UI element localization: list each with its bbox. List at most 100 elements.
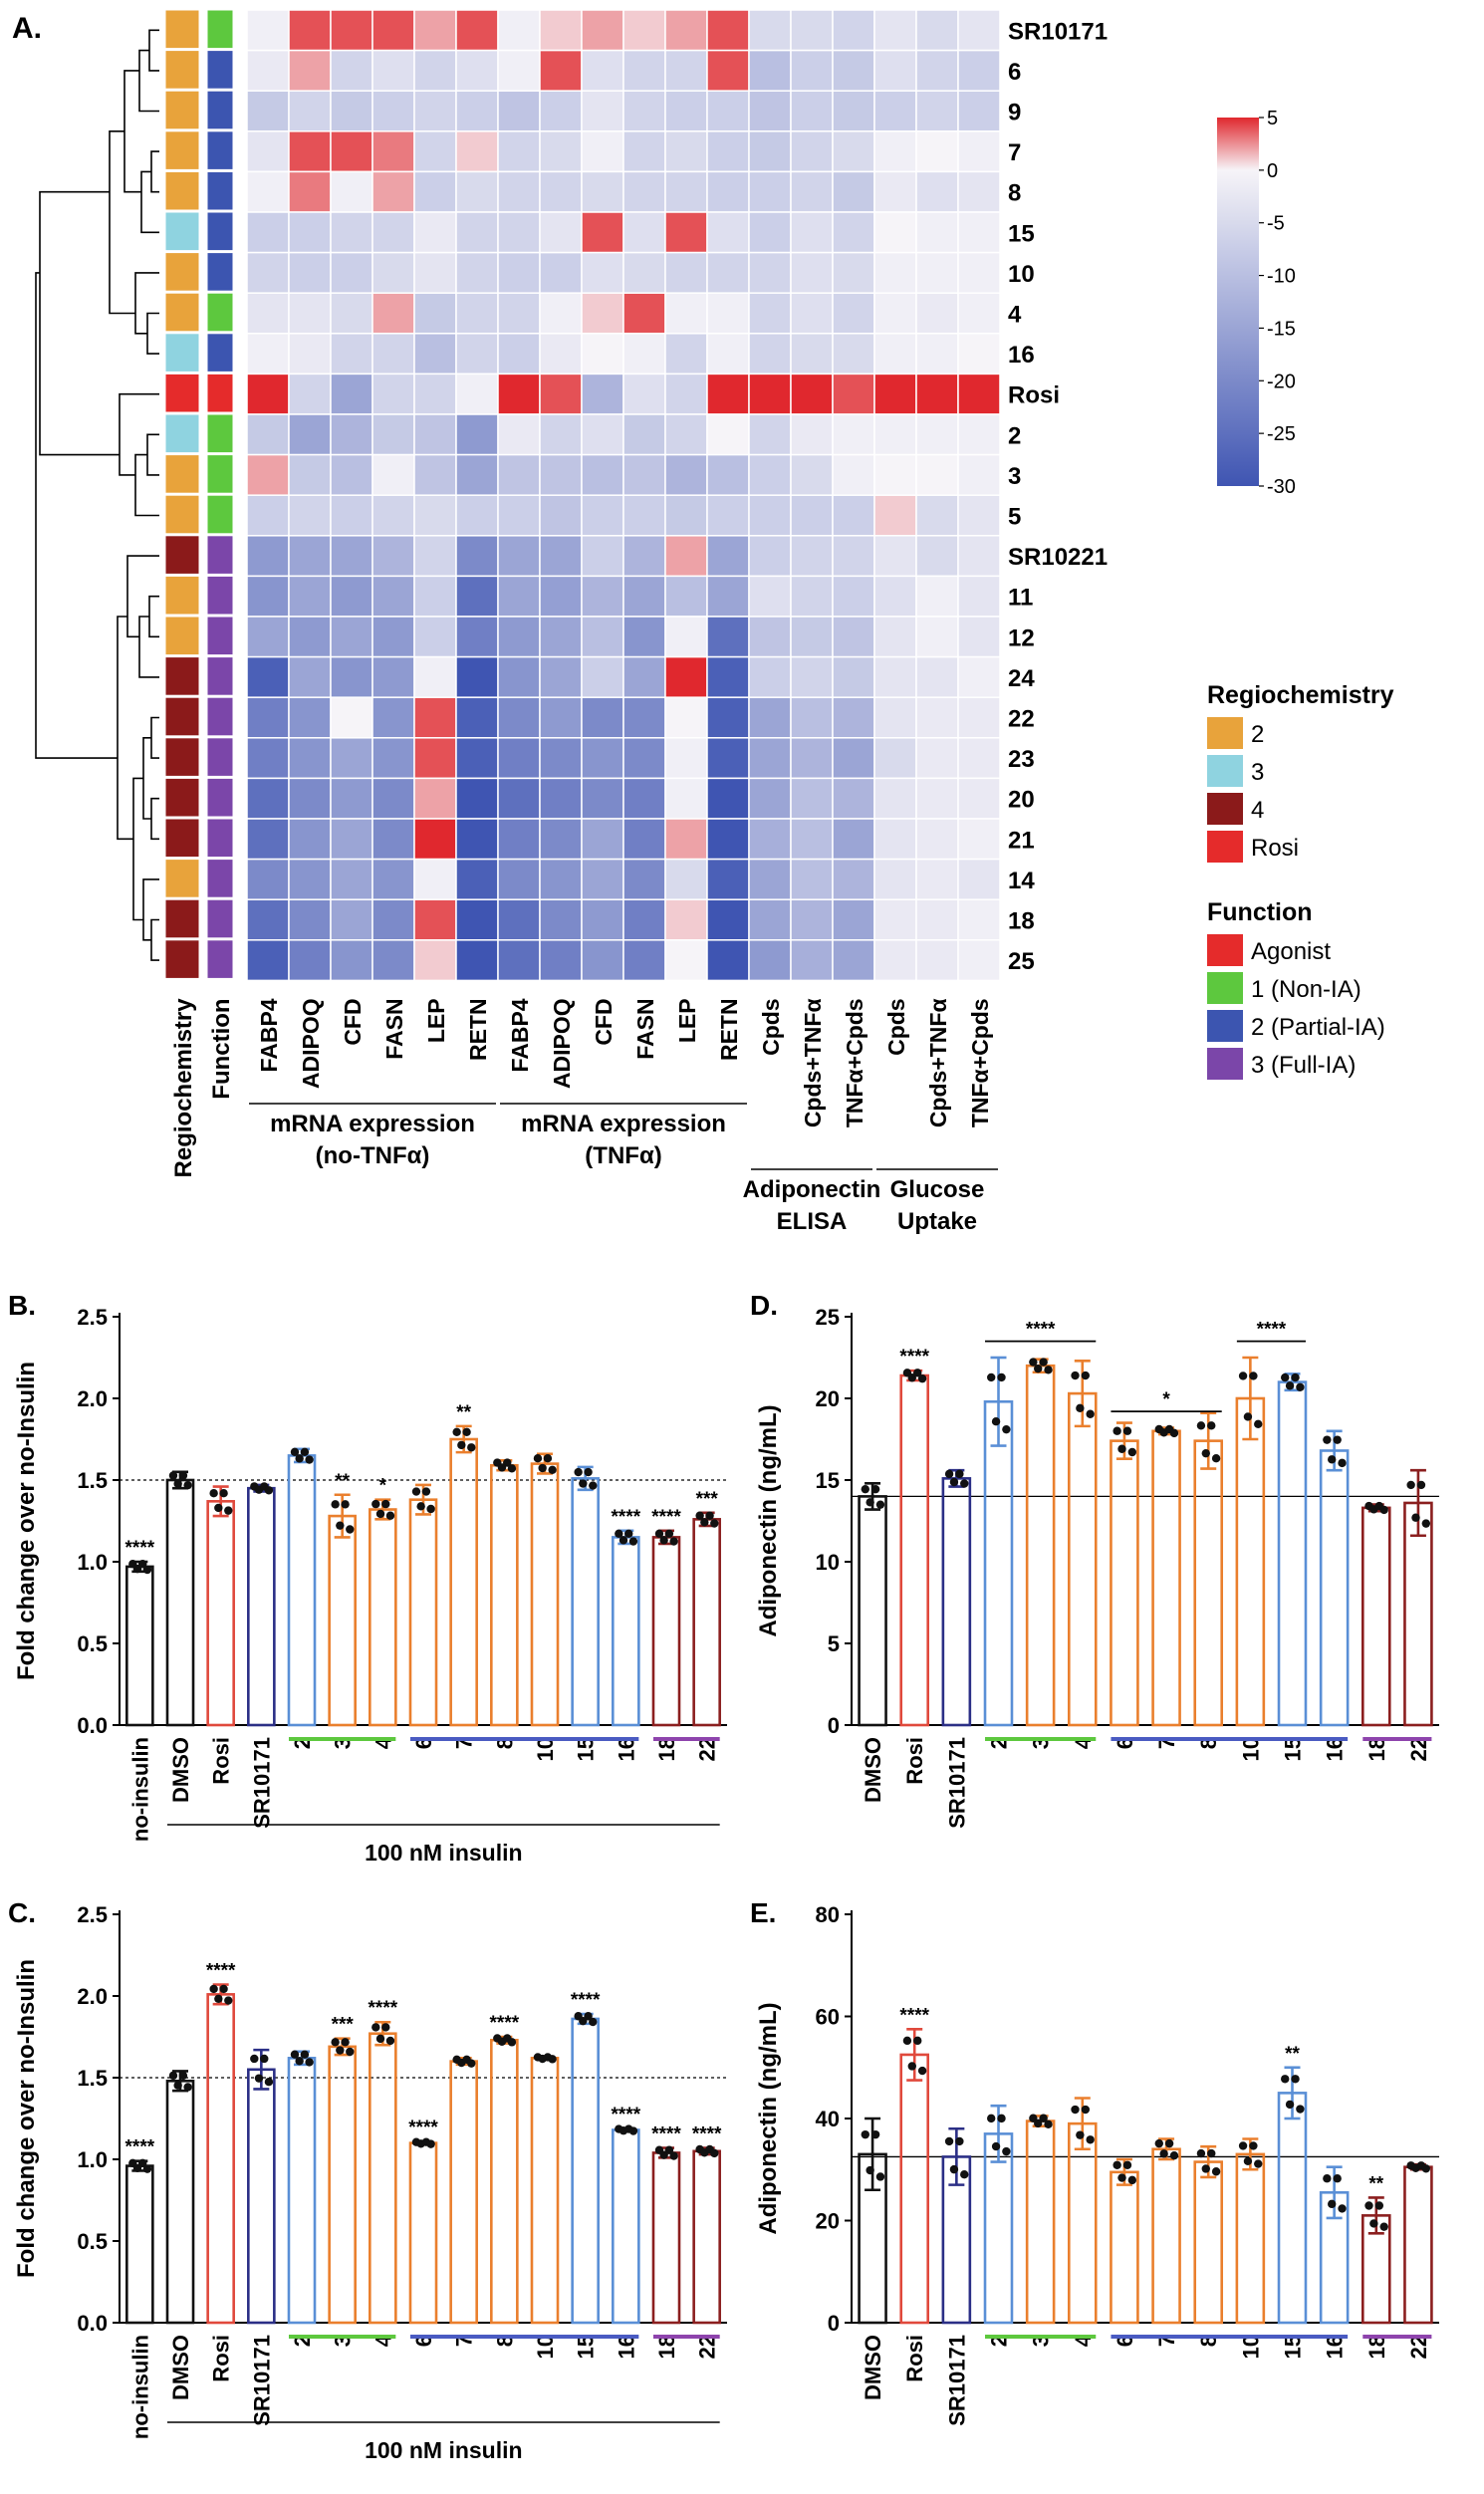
heatmap-cell (622, 696, 666, 739)
bar-18 (1360, 1506, 1391, 1727)
heatmap-cell (581, 211, 624, 254)
data-point (1249, 2141, 1258, 2150)
legend-swatch (1207, 831, 1243, 863)
heatmap-cell (915, 616, 959, 658)
heatmap-cell (330, 373, 373, 415)
heatmap-cell (413, 170, 457, 213)
regiochemistry-cell (164, 9, 200, 50)
heatmap-cell (915, 777, 959, 820)
heatmap-cell (832, 211, 875, 254)
bar-22 (1403, 2165, 1433, 2325)
data-point (628, 2126, 638, 2135)
heatmap-cell (706, 333, 750, 375)
heatmap-cell (748, 575, 792, 618)
data-point (1002, 2146, 1011, 2156)
heatmap-cell (330, 898, 373, 941)
heatmap-cell (371, 575, 415, 618)
heatmap-cell (622, 90, 666, 132)
data-point (1291, 1372, 1300, 1382)
heatmap-cell (371, 696, 415, 739)
heatmap-cell (288, 655, 332, 698)
heatmap-cell (288, 453, 332, 496)
heatmap-cell (957, 170, 1001, 213)
heatmap-cell (873, 251, 917, 294)
heatmap-cell (539, 333, 583, 375)
category-label-sr10171: SR10171 (249, 2335, 274, 2426)
data-point (1421, 2164, 1431, 2173)
heatmap-cell (790, 939, 834, 982)
heatmap-cell (288, 373, 332, 415)
heatmap-cell (957, 9, 1001, 52)
dendrogram-branch (150, 918, 159, 961)
row-label-24: 24 (1008, 665, 1035, 692)
heatmap-cell (330, 575, 373, 618)
bar-4 (1067, 2121, 1098, 2325)
y-tick-label: 0.5 (77, 1631, 108, 1656)
function-cell (206, 818, 234, 859)
data-point (331, 2038, 340, 2047)
function-cell (206, 939, 234, 979)
y-tick-label: 2.0 (77, 1386, 108, 1411)
heatmap-cell (497, 211, 541, 254)
heatmap-cell (413, 737, 457, 780)
heatmap-cell (622, 292, 666, 335)
significance-bracket-label: * (1162, 1389, 1170, 1410)
function-cell (206, 696, 234, 737)
function-cell (206, 373, 234, 413)
data-point (949, 2164, 959, 2174)
data-point (336, 1521, 345, 1530)
insulin-bracket-label: 100 nM insulin (365, 2437, 522, 2463)
row-label-25: 25 (1008, 948, 1035, 975)
heatmap-cell (246, 453, 290, 496)
column-group-sublabel: (no-TNFα) (316, 1142, 430, 1169)
y-tick-label: 20 (816, 1386, 840, 1411)
dendrogram-branch (132, 777, 143, 921)
data-point (1207, 2148, 1216, 2158)
data-point (695, 1511, 704, 1520)
significance-label: **** (651, 1507, 681, 1528)
heatmap-cell (790, 170, 834, 213)
bar-2 (287, 1454, 317, 1727)
heatmap-cell (957, 49, 1001, 92)
function-cell (206, 575, 234, 616)
row-label-sr10221: SR10221 (1008, 544, 1108, 571)
data-point (426, 1504, 435, 1514)
heatmap-cell (246, 737, 290, 780)
column-label-fasn: FASN (381, 998, 407, 1059)
heatmap-cell (873, 575, 917, 618)
significance-label: ** (1285, 2044, 1300, 2065)
row-label-11: 11 (1008, 585, 1033, 612)
legend-title-function: Function (1207, 898, 1313, 926)
data-point (1113, 2160, 1121, 2169)
bar-16 (612, 1536, 640, 1727)
dendrogram-branch (150, 797, 159, 841)
heatmap-cell (873, 777, 917, 820)
data-point (452, 1427, 461, 1436)
heatmap-cell (581, 413, 624, 456)
heatmap-cell (371, 9, 415, 52)
heatmap-cell (790, 453, 834, 496)
heatmap-cell (957, 251, 1001, 294)
significance-label: *** (332, 2015, 355, 2036)
data-point (168, 2071, 178, 2081)
heatmap-cell (497, 737, 541, 780)
heatmap-cell (873, 858, 917, 900)
regiochemistry-cell (164, 616, 200, 656)
heatmap-cell (832, 413, 875, 456)
heatmap-cell (706, 818, 750, 861)
heatmap-cell (664, 170, 708, 213)
heatmap-cell (622, 9, 666, 52)
heatmap-cell (581, 49, 624, 92)
heatmap-cell (664, 251, 708, 294)
heatmap-cell (455, 939, 499, 982)
data-point (1323, 2174, 1332, 2183)
heatmap-cell (581, 373, 624, 415)
heatmap-cell (413, 535, 457, 578)
heatmap-cell (246, 9, 290, 52)
y-tick-label: 25 (816, 1305, 840, 1330)
column-label-fabp4: FABP4 (256, 998, 282, 1072)
heatmap-cell (455, 9, 499, 52)
heatmap-cell (790, 655, 834, 698)
function-cell (206, 211, 234, 252)
row-label-8: 8 (1008, 180, 1021, 207)
